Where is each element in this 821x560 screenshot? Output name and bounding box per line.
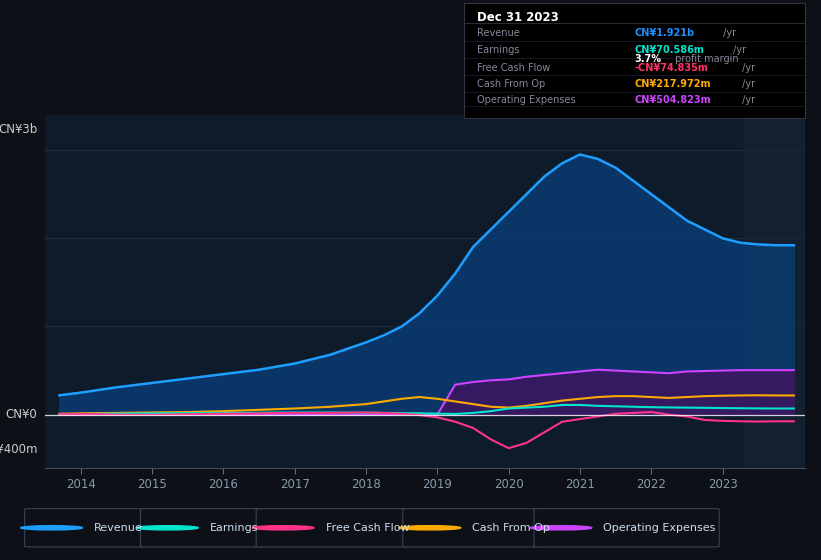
FancyBboxPatch shape xyxy=(140,508,264,547)
Text: Dec 31 2023: Dec 31 2023 xyxy=(478,11,559,24)
Text: Revenue: Revenue xyxy=(478,27,521,38)
FancyBboxPatch shape xyxy=(534,508,719,547)
Circle shape xyxy=(399,526,461,530)
Text: CN¥0: CN¥0 xyxy=(6,408,38,421)
FancyBboxPatch shape xyxy=(403,508,542,547)
Text: 3.7%: 3.7% xyxy=(635,54,661,64)
Text: Cash From Op: Cash From Op xyxy=(472,523,550,533)
Text: Earnings: Earnings xyxy=(210,523,259,533)
Text: Revenue: Revenue xyxy=(94,523,143,533)
FancyBboxPatch shape xyxy=(256,508,410,547)
Text: /yr: /yr xyxy=(730,45,745,55)
Text: /yr: /yr xyxy=(720,27,736,38)
Text: CN¥1.921b: CN¥1.921b xyxy=(635,27,695,38)
Text: -CN¥74.835m: -CN¥74.835m xyxy=(635,63,708,73)
Text: CN¥504.823m: CN¥504.823m xyxy=(635,95,711,105)
Text: Operating Expenses: Operating Expenses xyxy=(603,523,716,533)
Text: Free Cash Flow: Free Cash Flow xyxy=(326,523,409,533)
Circle shape xyxy=(530,526,592,530)
Circle shape xyxy=(136,526,199,530)
Circle shape xyxy=(252,526,314,530)
Text: -CN¥400m: -CN¥400m xyxy=(0,444,38,456)
Text: Operating Expenses: Operating Expenses xyxy=(478,95,576,105)
Text: CN¥217.972m: CN¥217.972m xyxy=(635,80,711,89)
Text: /yr: /yr xyxy=(739,95,755,105)
Text: Earnings: Earnings xyxy=(478,45,520,55)
Text: Free Cash Flow: Free Cash Flow xyxy=(478,63,551,73)
Text: /yr: /yr xyxy=(739,80,755,89)
Text: CN¥3b: CN¥3b xyxy=(0,123,38,136)
Text: Cash From Op: Cash From Op xyxy=(478,80,546,89)
Text: CN¥70.586m: CN¥70.586m xyxy=(635,45,704,55)
FancyBboxPatch shape xyxy=(25,508,148,547)
Text: profit margin: profit margin xyxy=(672,54,739,64)
Bar xyxy=(744,115,821,468)
Circle shape xyxy=(21,526,82,530)
Text: /yr: /yr xyxy=(739,63,755,73)
